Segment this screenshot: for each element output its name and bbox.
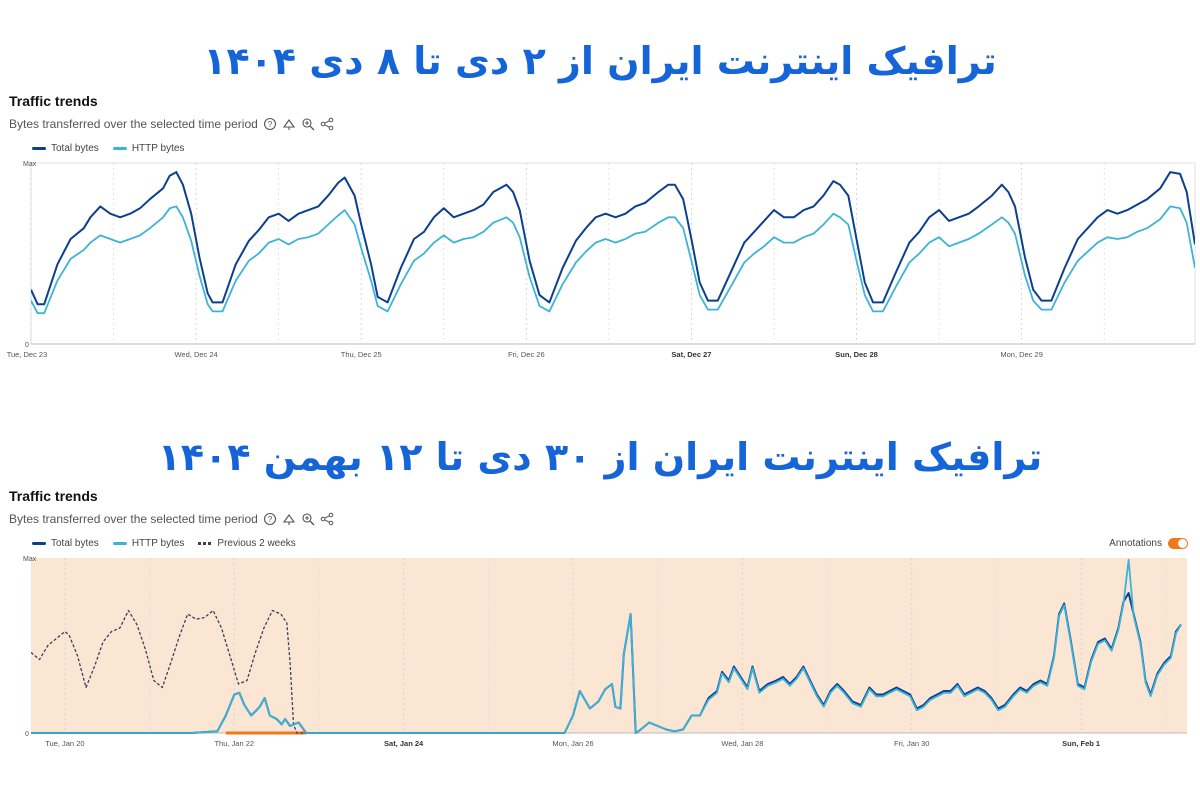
x-tick-label: Thu, Jan 22 bbox=[214, 739, 254, 748]
x-tick-label: Wed, Jan 28 bbox=[721, 739, 763, 748]
x-tick-label: Fri, Dec 26 bbox=[508, 350, 545, 359]
banner-title-bottom: ترافیک اینترنت ایران از ۳۰ دی تا ۱۲ بهمن… bbox=[157, 435, 1043, 479]
series-line-total-bytes bbox=[31, 171, 1195, 306]
zoom-icon[interactable] bbox=[301, 512, 315, 526]
share-icon[interactable] bbox=[320, 512, 334, 526]
banner-title-top: ترافیک اینترنت ایران از ۲ دی تا ۸ دی ۱۴۰… bbox=[203, 39, 997, 83]
annotations-label: Annotations bbox=[1109, 538, 1162, 549]
series-line-http-bytes bbox=[31, 558, 1182, 734]
legend-label: HTTP bytes bbox=[131, 143, 185, 154]
legend-label: HTTP bytes bbox=[131, 538, 185, 549]
annotations-toggle[interactable] bbox=[1168, 538, 1188, 549]
x-tick-label: Mon, Dec 29 bbox=[1000, 350, 1043, 359]
series-line-previous-2-weeks bbox=[31, 609, 319, 734]
y-tick-label-max: Max bbox=[23, 556, 37, 563]
legend-swatch-http bbox=[112, 542, 127, 545]
x-tick-label: Tue, Dec 23 bbox=[7, 350, 48, 359]
x-tick-label: Sun, Feb 1 bbox=[1062, 739, 1100, 748]
x-tick-label: Mon, Jan 26 bbox=[552, 739, 593, 748]
legend-previous-2-weeks[interactable]: Previous 2 weeks bbox=[198, 538, 296, 549]
x-tick-label: Sat, Dec 27 bbox=[671, 350, 711, 359]
x-tick-label: Tue, Jan 20 bbox=[45, 739, 84, 748]
x-tick-label: Sat, Jan 24 bbox=[384, 739, 424, 748]
y-tick-label-zero: 0 bbox=[25, 342, 29, 349]
legend-swatch-total bbox=[32, 147, 46, 150]
annotations-control: Annotations bbox=[1109, 538, 1188, 549]
panel-title: Traffic trends bbox=[9, 93, 98, 109]
panel-subtitle: Bytes transferred over the selected time… bbox=[9, 117, 258, 131]
chart-legend: Total bytes HTTP bytes bbox=[32, 143, 184, 154]
legend-http-bytes[interactable]: HTTP bytes bbox=[112, 538, 185, 549]
help-icon[interactable]: ? bbox=[263, 117, 277, 131]
y-tick-label-max: Max bbox=[23, 161, 37, 168]
legend-swatch-http bbox=[112, 147, 127, 150]
zoom-icon[interactable] bbox=[301, 117, 315, 131]
panel-title: Traffic trends bbox=[9, 488, 98, 504]
annotation-band bbox=[31, 558, 1187, 733]
x-tick-label: Sun, Dec 28 bbox=[835, 350, 878, 359]
legend-swatch-previous bbox=[198, 542, 213, 545]
x-tick-label: Wed, Dec 24 bbox=[174, 350, 217, 359]
legend-swatch-total bbox=[32, 542, 46, 545]
x-tick-label: Thu, Dec 25 bbox=[341, 350, 382, 359]
traffic-panel-top: Traffic trends Bytes transferred over th… bbox=[0, 90, 1200, 380]
share-icon[interactable] bbox=[320, 117, 334, 131]
svg-text:?: ? bbox=[268, 515, 273, 524]
series-line-http-bytes bbox=[31, 205, 1195, 315]
chart-legend: Total bytes HTTP bytes Previous 2 weeks bbox=[32, 538, 296, 549]
svg-text:?: ? bbox=[268, 120, 273, 129]
panel-subtitle: Bytes transferred over the selected time… bbox=[9, 512, 258, 526]
traffic-chart-bottom[interactable]: Max 0 Tue, Jan 20 Thu, Jan 22 Sat, Jan 24 Mon… bbox=[0, 555, 1200, 750]
traffic-panel-bottom: Traffic trends Bytes transferred over th… bbox=[0, 485, 1200, 750]
legend-total-bytes[interactable]: Total bytes bbox=[32, 538, 99, 549]
annotate-icon[interactable] bbox=[282, 117, 296, 131]
legend-label: Total bytes bbox=[51, 538, 99, 549]
panel-subtitle-row: Bytes transferred over the selected time… bbox=[9, 512, 334, 526]
annotate-icon[interactable] bbox=[282, 512, 296, 526]
legend-label: Total bytes bbox=[51, 143, 99, 154]
panel-subtitle-row: Bytes transferred over the selected time… bbox=[9, 117, 334, 131]
x-tick-label: Fri, Jan 30 bbox=[894, 739, 929, 748]
y-tick-label-zero: 0 bbox=[25, 731, 29, 738]
legend-http-bytes[interactable]: HTTP bytes bbox=[112, 143, 185, 154]
legend-label: Previous 2 weeks bbox=[217, 538, 296, 549]
legend-total-bytes[interactable]: Total bytes bbox=[32, 143, 99, 154]
help-icon[interactable]: ? bbox=[263, 512, 277, 526]
